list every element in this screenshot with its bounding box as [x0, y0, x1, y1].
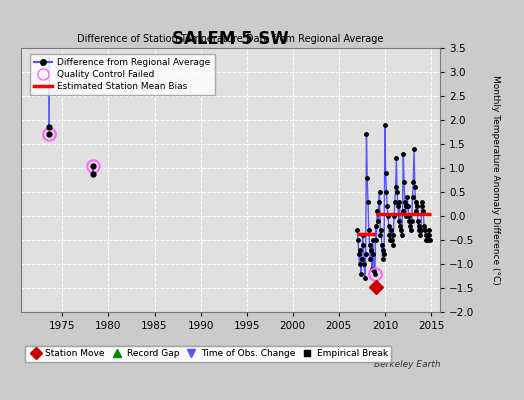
Text: Berkeley Earth: Berkeley Earth	[374, 360, 440, 368]
Y-axis label: Monthly Temperature Anomaly Difference (°C): Monthly Temperature Anomaly Difference (…	[491, 75, 500, 285]
Title: SALEM 5 SW: SALEM 5 SW	[172, 30, 289, 48]
Text: Difference of Station Temperature Data from Regional Average: Difference of Station Temperature Data f…	[78, 34, 384, 44]
Legend: Station Move, Record Gap, Time of Obs. Change, Empirical Break: Station Move, Record Gap, Time of Obs. C…	[26, 346, 391, 362]
